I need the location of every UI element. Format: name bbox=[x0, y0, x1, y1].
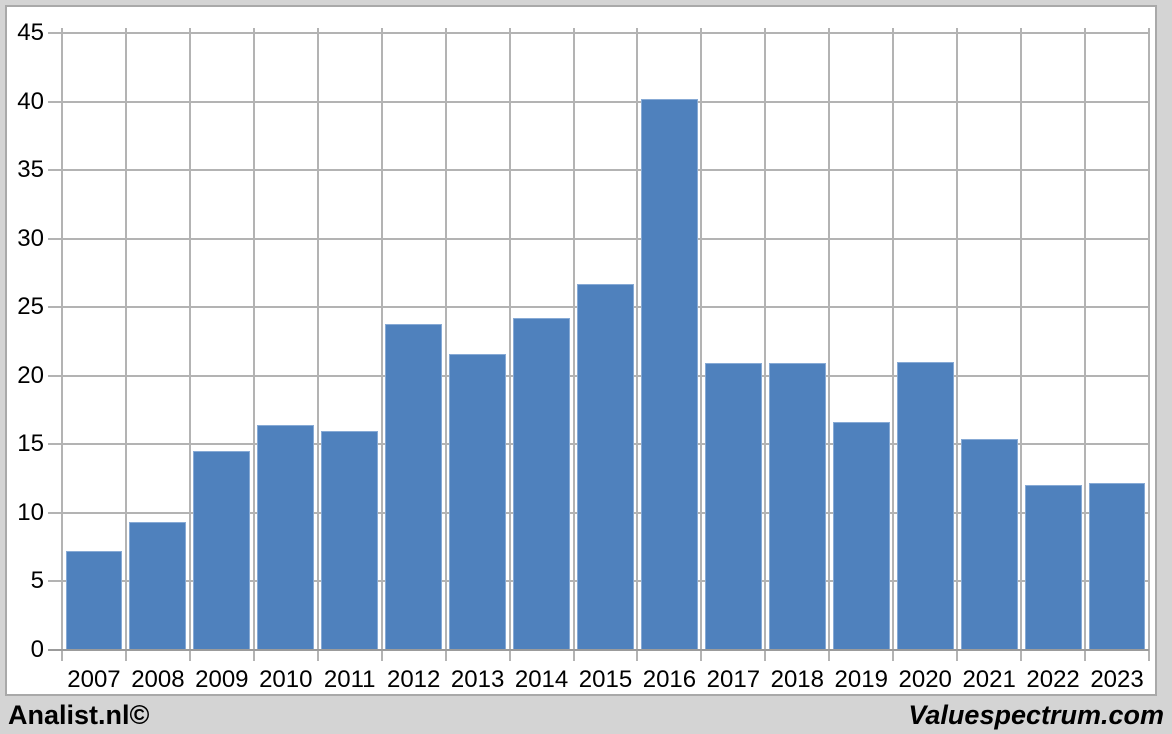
x-axis-label: 2015 bbox=[578, 666, 633, 693]
gridline-horizontal bbox=[48, 32, 1149, 34]
bar-2018 bbox=[768, 363, 826, 650]
bar-2019 bbox=[832, 422, 890, 650]
x-axis-label: 2010 bbox=[259, 666, 313, 693]
gridline-horizontal bbox=[48, 169, 1149, 172]
x-axis-label: 2020 bbox=[898, 666, 952, 693]
gridline-horizontal bbox=[48, 237, 1149, 240]
gridline-vertical bbox=[252, 28, 255, 661]
y-axis-label: 45 bbox=[17, 19, 44, 46]
y-axis-label: 15 bbox=[17, 430, 44, 458]
gridline-vertical bbox=[956, 28, 959, 661]
gridline-vertical bbox=[1020, 28, 1023, 661]
x-axis-label: 2007 bbox=[67, 666, 121, 693]
bar-2020 bbox=[896, 362, 954, 650]
brand-valuespectrum: Valuespectrum.com bbox=[908, 700, 1164, 730]
bar-2010 bbox=[257, 425, 315, 650]
bar-2023 bbox=[1088, 482, 1146, 650]
x-axis-label: 2016 bbox=[642, 666, 697, 693]
gridline-vertical bbox=[636, 28, 639, 661]
bar-2016 bbox=[640, 98, 698, 650]
x-axis-label: 2013 bbox=[450, 666, 505, 693]
bar-2012 bbox=[385, 323, 443, 650]
gridline-vertical bbox=[892, 28, 895, 661]
gridline-vertical bbox=[508, 28, 511, 661]
gridline-vertical bbox=[572, 28, 575, 661]
gridline-vertical bbox=[61, 28, 63, 661]
y-axis-label: 30 bbox=[17, 224, 44, 252]
x-axis-label: 2011 bbox=[323, 666, 376, 693]
bar-2013 bbox=[449, 353, 507, 650]
y-axis-label: 10 bbox=[17, 498, 44, 526]
gridline-vertical bbox=[444, 28, 447, 661]
brand-analist: Analist.nl© bbox=[8, 700, 150, 730]
gridline-vertical bbox=[700, 28, 703, 661]
gridline-horizontal bbox=[48, 100, 1149, 103]
x-axis-label: 2012 bbox=[386, 666, 441, 693]
gridline-vertical bbox=[316, 28, 319, 661]
x-axis-label: 2017 bbox=[706, 666, 761, 693]
bar-2017 bbox=[704, 363, 762, 650]
gridline-vertical bbox=[1148, 28, 1150, 661]
gridline-vertical bbox=[828, 28, 831, 661]
gridline-vertical bbox=[764, 28, 767, 661]
y-axis-label: 35 bbox=[17, 156, 44, 184]
bar-2014 bbox=[513, 318, 571, 650]
gridline-vertical bbox=[124, 28, 127, 661]
y-axis-label: 40 bbox=[17, 87, 44, 115]
bar-2015 bbox=[577, 283, 634, 650]
y-axis-label: 25 bbox=[17, 293, 44, 321]
bar-2009 bbox=[193, 451, 251, 650]
bar-2021 bbox=[960, 438, 1018, 650]
gridline-vertical bbox=[188, 28, 191, 661]
bar-2007 bbox=[65, 551, 123, 650]
y-axis-label: 20 bbox=[17, 361, 44, 389]
x-axis-line bbox=[48, 649, 1149, 651]
bar-2022 bbox=[1024, 485, 1082, 650]
x-axis-label: 2014 bbox=[514, 666, 569, 693]
bar-2011 bbox=[321, 430, 379, 650]
y-axis-label: 0 bbox=[30, 636, 44, 663]
x-axis-label: 2018 bbox=[770, 666, 824, 693]
gridline-vertical bbox=[380, 28, 383, 661]
x-axis-label: 2019 bbox=[834, 666, 888, 693]
y-axis-label: 5 bbox=[30, 567, 44, 595]
x-axis-label: 2023 bbox=[1090, 666, 1144, 693]
gridline-vertical bbox=[1084, 28, 1087, 661]
bar-2008 bbox=[129, 522, 187, 650]
x-axis-label: 2021 bbox=[962, 666, 1016, 693]
x-axis-label: 2009 bbox=[195, 666, 249, 693]
x-axis-label: 2008 bbox=[131, 666, 185, 693]
footer-bar: Analist.nl© Valuespectrum.com bbox=[0, 698, 1172, 734]
x-axis-label: 2022 bbox=[1026, 666, 1080, 693]
